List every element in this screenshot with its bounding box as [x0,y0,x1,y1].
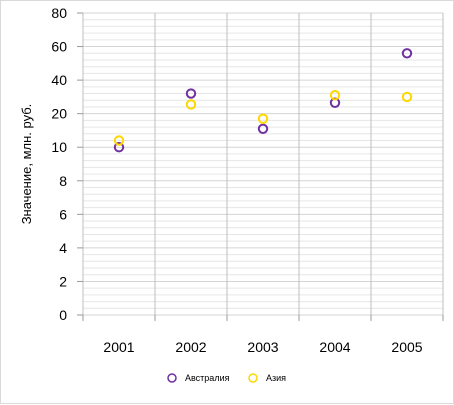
y-tick-label: 40 [51,72,67,88]
x-axis-ticks: 2001 2002 2003 2004 2005 [82,315,444,355]
legend-label: Австралия [185,373,230,383]
y-tick-label: 2 [59,273,67,289]
data-point[interactable] [185,88,197,99]
y-tick-label: 8 [59,173,67,189]
y-axis-ticks: 0 2 4 6 8 10 20 40 60 80 [51,5,83,323]
legend-marker [248,373,258,383]
y-tick-label: 20 [51,106,67,122]
data-point[interactable] [401,91,413,103]
data-point[interactable] [257,113,269,124]
legend-label: Азия [266,373,286,383]
data-point[interactable] [113,135,125,146]
minor-gridlines [83,19,443,309]
data-point[interactable] [113,142,125,153]
y-tick-label: 6 [59,206,67,222]
legend-marker [167,373,177,383]
x-tick-label: 2005 [391,339,422,355]
y-tick-label: 0 [59,307,67,323]
x-tick-label: 2002 [175,339,206,355]
data-point[interactable] [257,123,269,134]
y-axis-title: Значение, млн. руб. [19,104,34,225]
y-tick-label: 60 [51,39,67,55]
major-gridlines [82,12,444,316]
data-point[interactable] [185,99,197,110]
legend: Австралия Азия [167,373,286,383]
x-tick-label: 2003 [247,339,278,355]
y-tick-label: 10 [51,139,67,155]
y-tick-label: 80 [51,5,67,21]
data-points [113,48,413,153]
data-point[interactable] [329,90,341,101]
x-tick-label: 2004 [319,339,350,355]
y-tick-label: 4 [59,240,67,256]
data-point[interactable] [401,48,413,59]
x-tick-label: 2001 [103,339,134,355]
